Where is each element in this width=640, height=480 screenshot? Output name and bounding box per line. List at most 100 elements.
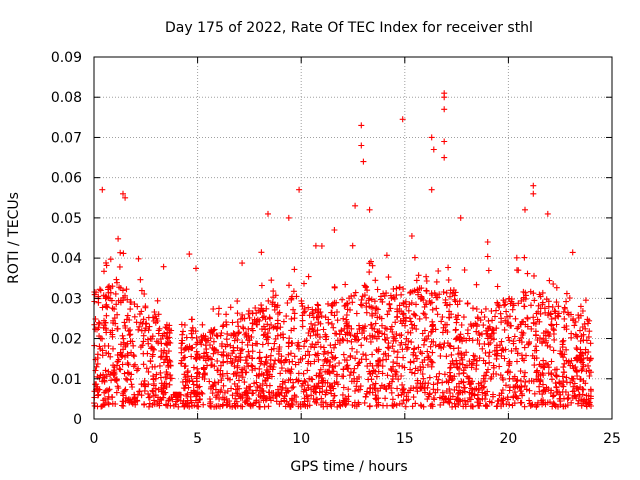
data-point: [193, 391, 200, 398]
data-point: [400, 299, 407, 306]
data-point: [246, 307, 252, 314]
data-point: [346, 295, 353, 302]
data-point: [317, 320, 324, 327]
data-point: [209, 383, 216, 390]
data-point: [154, 401, 160, 408]
data-point: [430, 381, 437, 388]
data-point: [374, 286, 381, 293]
data-point: [437, 394, 443, 401]
data-point: [549, 376, 555, 383]
data-point: [213, 332, 220, 339]
data-point: [433, 278, 440, 285]
data-point: [129, 338, 136, 345]
data-point: [494, 344, 500, 351]
data-point: [384, 311, 391, 318]
data-point: [315, 306, 322, 313]
data-point: [530, 190, 537, 197]
data-point: [395, 392, 402, 399]
data-point: [234, 336, 241, 343]
data-point: [260, 307, 267, 314]
data-point: [254, 340, 261, 347]
data-point: [488, 374, 495, 380]
data-point: [553, 372, 560, 379]
data-point: [460, 367, 467, 374]
data-point: [122, 292, 128, 299]
data-point: [283, 398, 290, 405]
data-point: [445, 277, 452, 283]
data-point: [388, 323, 395, 330]
y-tick-label: 0.01: [51, 372, 82, 388]
data-point: [141, 382, 148, 389]
data-point: [245, 326, 252, 333]
data-point: [437, 401, 444, 408]
data-point: [244, 341, 251, 348]
data-point: [322, 399, 329, 406]
data-point: [442, 327, 449, 334]
data-point: [245, 390, 251, 397]
data-point: [394, 308, 401, 315]
data-point: [252, 399, 259, 406]
data-point: [223, 336, 230, 343]
data-point: [561, 369, 568, 376]
data-point: [446, 399, 453, 406]
data-point: [359, 293, 366, 300]
data-point: [196, 371, 203, 378]
data-point: [552, 308, 559, 315]
data-point: [466, 394, 473, 401]
data-point: [295, 377, 302, 384]
data-point: [506, 401, 513, 408]
data-point: [283, 313, 290, 320]
data-point: [531, 390, 538, 397]
data-point: [526, 387, 533, 394]
data-point: [429, 359, 436, 366]
data-point: [267, 394, 274, 401]
data-point: [253, 379, 260, 386]
data-point: [126, 332, 133, 339]
data-point: [107, 371, 114, 378]
data-point: [402, 341, 409, 348]
data-point: [323, 387, 330, 394]
data-point: [585, 362, 591, 369]
data-point: [553, 299, 560, 306]
data-point: [377, 385, 384, 392]
data-point: [587, 340, 594, 347]
data-point: [394, 313, 401, 320]
data-point: [138, 287, 145, 294]
data-point: [414, 286, 421, 293]
data-point: [110, 362, 117, 369]
data-point: [326, 369, 333, 376]
data-point: [245, 363, 252, 370]
data-point: [372, 392, 379, 399]
data-point: [181, 363, 188, 370]
data-point: [129, 399, 135, 406]
data-point: [473, 366, 480, 373]
data-point: [166, 395, 173, 402]
data-point: [330, 368, 337, 375]
data-point: [355, 360, 362, 367]
data-point: [343, 400, 350, 407]
data-point: [535, 302, 542, 309]
data-point: [199, 321, 206, 328]
data-point: [218, 330, 225, 336]
data-point: [356, 326, 363, 333]
data-point: [163, 384, 170, 390]
data-point: [155, 327, 162, 334]
data-point: [270, 345, 277, 352]
data-point: [225, 352, 232, 359]
data-point: [468, 385, 475, 392]
data-point: [522, 206, 528, 213]
data-point: [580, 386, 587, 393]
data-point: [455, 345, 462, 352]
data-point: [392, 319, 399, 326]
data-point: [199, 374, 206, 381]
data-point: [346, 372, 353, 379]
data-point: [443, 289, 450, 296]
data-point: [514, 350, 521, 357]
data-point: [560, 337, 567, 344]
data-point: [135, 365, 142, 372]
data-point: [164, 402, 171, 409]
data-point: [551, 308, 558, 314]
data-point: [137, 319, 144, 326]
data-point: [473, 306, 480, 312]
data-point: [527, 288, 534, 295]
